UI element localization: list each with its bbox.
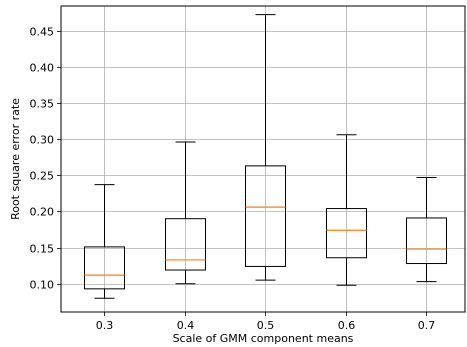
x-axis-label: Scale of GMM component means — [173, 332, 354, 345]
plot-frame — [60, 5, 466, 313]
y-axis-label: Root square error rate — [9, 98, 22, 220]
iqr-box — [406, 217, 447, 265]
box-0.4 — [165, 141, 206, 285]
box-0.6 — [326, 134, 367, 286]
box-0.5 — [245, 14, 286, 281]
x-tick-label: 0.3 — [96, 319, 114, 332]
iqr-box — [326, 208, 367, 259]
y-tick-label: 0.15 — [30, 243, 55, 256]
boxes — [84, 14, 447, 299]
y-tick-label: 0.30 — [30, 134, 55, 147]
y-tick-label: 0.10 — [30, 279, 55, 292]
x-tick-label: 0.7 — [418, 319, 436, 332]
x-tick-label: 0.5 — [257, 319, 275, 332]
x-tick-label: 0.6 — [338, 319, 356, 332]
iqr-box — [84, 246, 125, 290]
iqr-box — [165, 218, 206, 271]
y-tick-label: 0.40 — [30, 62, 55, 75]
box-0.3 — [84, 184, 125, 299]
y-tick-label: 0.35 — [30, 98, 55, 111]
y-tick-label: 0.25 — [30, 170, 55, 183]
x-tick-label: 0.4 — [177, 319, 195, 332]
y-tick-label: 0.20 — [30, 206, 55, 219]
axis-ticks: 0.10 0.15 0.20 0.25 0.30 0.35 0.40 0.45 0.3 0.4 0.… — [30, 26, 436, 333]
box-0.7 — [406, 176, 447, 283]
iqr-box — [245, 165, 286, 267]
y-tick-label: 0.45 — [30, 26, 55, 39]
